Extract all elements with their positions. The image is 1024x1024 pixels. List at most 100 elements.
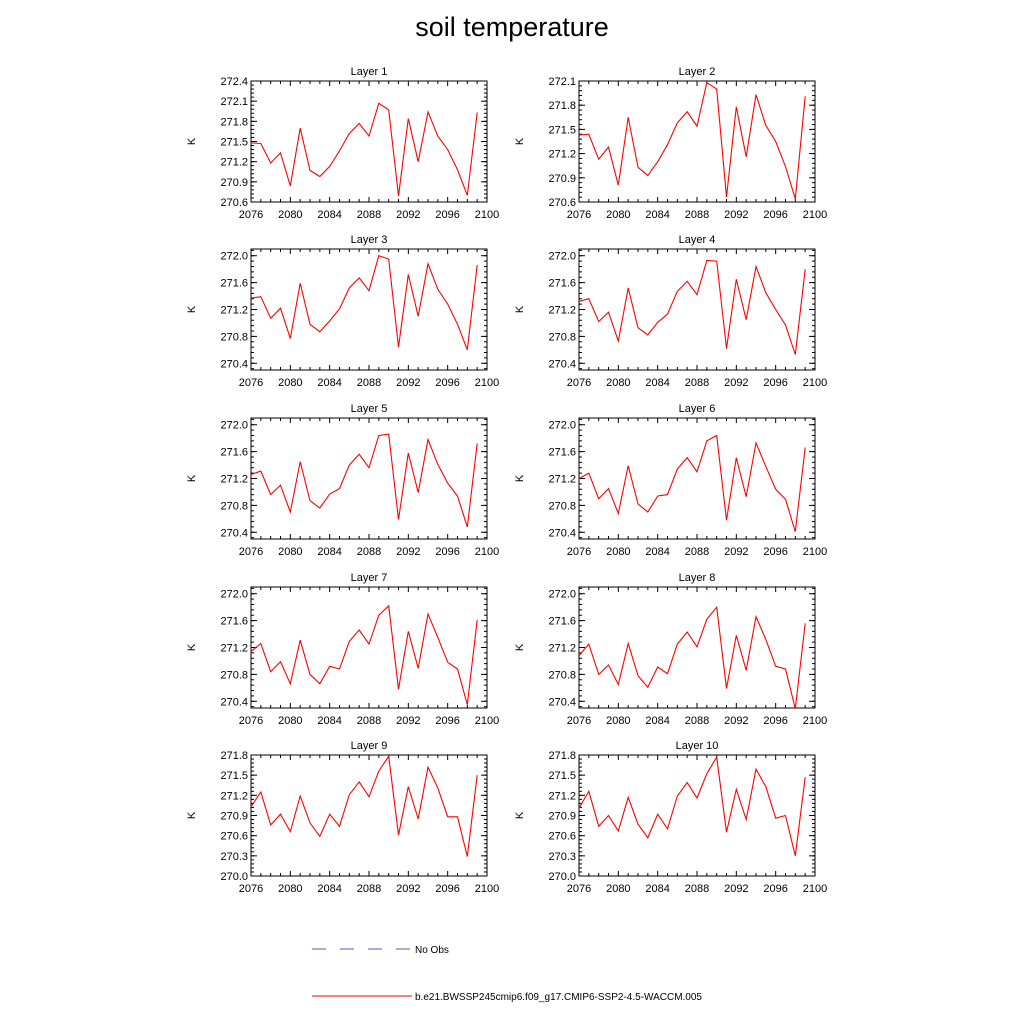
x-tick-label: 2084 bbox=[317, 377, 341, 389]
plot-frame bbox=[578, 417, 816, 540]
panel-layer-7: Layer 7 K 2076 2080 2084 2088 2092 2096 2100 270.… bbox=[186, 572, 499, 727]
y-tick-label: 271.2 bbox=[220, 474, 248, 486]
x-tick-label: 2080 bbox=[278, 377, 302, 389]
plot-frame bbox=[250, 586, 488, 709]
x-tick-label: 2084 bbox=[645, 377, 669, 389]
x-tick-label: 2076 bbox=[239, 715, 263, 727]
x-tick-label: 2100 bbox=[475, 377, 499, 389]
x-tick-label: 2096 bbox=[763, 546, 787, 558]
plot-frame bbox=[250, 80, 488, 203]
panel-layer-6: Layer 6 K 2076 2080 2084 2088 2092 2096 2100 270.… bbox=[514, 403, 827, 558]
x-tick-label: 2080 bbox=[606, 377, 630, 389]
x-tick-label: 2088 bbox=[357, 883, 381, 895]
x-tick-label: 2076 bbox=[567, 546, 591, 558]
x-tick-label: 2100 bbox=[803, 883, 827, 895]
x-tick-label: 2080 bbox=[606, 715, 630, 727]
panel-layer-2: Layer 2 K 2076 2080 2084 2088 2092 2096 2100 270.… bbox=[514, 66, 827, 221]
y-tick-label: 270.4 bbox=[220, 527, 248, 539]
y-tick-label: 271.5 bbox=[548, 770, 576, 782]
x-tick-label: 2096 bbox=[763, 883, 787, 895]
y-tick-label: 271.8 bbox=[220, 750, 248, 762]
panel-layer-5: Layer 5 K 2076 2080 2084 2088 2092 2096 2100 270.… bbox=[186, 403, 499, 558]
x-tick-label: 2088 bbox=[357, 377, 381, 389]
series-line bbox=[250, 102, 478, 197]
x-tick-label: 2084 bbox=[645, 883, 669, 895]
x-tick-label: 2076 bbox=[239, 377, 263, 389]
y-tick-label: 270.3 bbox=[220, 851, 248, 863]
x-tick-label: 2096 bbox=[763, 377, 787, 389]
x-tick-label: 2092 bbox=[724, 209, 748, 221]
x-tick-label: 2076 bbox=[567, 883, 591, 895]
y-axis-label: K bbox=[186, 305, 198, 313]
y-tick-label: 271.2 bbox=[548, 790, 576, 802]
y-tick-label: 272.0 bbox=[220, 251, 248, 263]
y-tick-label: 270.8 bbox=[220, 500, 248, 512]
x-tick-label: 2084 bbox=[645, 546, 669, 558]
x-tick-label: 2088 bbox=[685, 715, 709, 727]
series-line bbox=[578, 755, 806, 856]
y-tick-label: 272.1 bbox=[548, 76, 576, 88]
y-tick-label: 272.1 bbox=[220, 96, 248, 108]
plot-frame bbox=[578, 80, 816, 203]
y-tick-label: 271.2 bbox=[220, 643, 248, 655]
x-tick-label: 2100 bbox=[475, 546, 499, 558]
x-tick-label: 2092 bbox=[396, 209, 420, 221]
x-tick-label: 2088 bbox=[357, 209, 381, 221]
panel-layer-8: Layer 8 K 2076 2080 2084 2088 2092 2096 2100 270.… bbox=[514, 572, 827, 727]
y-tick-label: 272.0 bbox=[220, 420, 248, 432]
y-tick-label: 271.2 bbox=[220, 157, 248, 169]
legend-model-label: b.e21.BWSSP245cmip6.f09_g17.CMIP6-SSP2-4… bbox=[415, 992, 702, 1003]
x-tick-label: 2076 bbox=[567, 209, 591, 221]
y-tick-label: 270.8 bbox=[548, 500, 576, 512]
plot-frame bbox=[250, 248, 488, 371]
x-tick-label: 2080 bbox=[278, 715, 302, 727]
x-tick-label: 2096 bbox=[435, 883, 459, 895]
panel-title: Layer 8 bbox=[679, 572, 716, 584]
x-tick-label: 2076 bbox=[239, 546, 263, 558]
x-tick-label: 2088 bbox=[685, 883, 709, 895]
x-tick-label: 2080 bbox=[278, 546, 302, 558]
x-tick-label: 2076 bbox=[239, 209, 263, 221]
x-tick-label: 2084 bbox=[645, 715, 669, 727]
x-tick-label: 2100 bbox=[475, 883, 499, 895]
x-tick-label: 2100 bbox=[475, 209, 499, 221]
y-tick-label: 271.5 bbox=[548, 124, 576, 136]
x-tick-label: 2088 bbox=[357, 715, 381, 727]
x-tick-label: 2100 bbox=[803, 546, 827, 558]
panel-title: Layer 5 bbox=[351, 403, 388, 415]
y-tick-label: 270.0 bbox=[548, 871, 576, 883]
plot-frame bbox=[578, 248, 816, 371]
x-tick-label: 2100 bbox=[475, 715, 499, 727]
x-tick-label: 2080 bbox=[606, 546, 630, 558]
series-line bbox=[578, 259, 806, 355]
y-tick-label: 271.6 bbox=[220, 616, 248, 628]
panel-title: Layer 4 bbox=[679, 234, 716, 246]
y-tick-label: 270.0 bbox=[220, 871, 248, 883]
x-tick-label: 2084 bbox=[317, 546, 341, 558]
y-tick-label: 270.4 bbox=[548, 358, 576, 370]
y-tick-label: 270.6 bbox=[548, 831, 576, 843]
x-tick-label: 2092 bbox=[396, 546, 420, 558]
y-tick-label: 271.6 bbox=[548, 447, 576, 459]
x-tick-label: 2092 bbox=[724, 546, 748, 558]
y-tick-label: 271.5 bbox=[220, 137, 248, 149]
x-tick-label: 2084 bbox=[645, 209, 669, 221]
x-tick-label: 2088 bbox=[685, 377, 709, 389]
y-axis-label: K bbox=[514, 137, 526, 145]
series-line bbox=[250, 433, 478, 528]
series-line bbox=[578, 605, 806, 709]
y-tick-label: 271.2 bbox=[548, 474, 576, 486]
series-line bbox=[578, 81, 806, 199]
x-tick-label: 2092 bbox=[396, 377, 420, 389]
y-tick-label: 271.2 bbox=[220, 305, 248, 317]
x-tick-label: 2080 bbox=[606, 209, 630, 221]
x-tick-label: 2092 bbox=[724, 715, 748, 727]
panel-layer-1: Layer 1 K 2076 2080 2084 2088 2092 2096 2100 270.… bbox=[186, 66, 499, 221]
y-tick-label: 270.8 bbox=[220, 669, 248, 681]
legend-obs-label: No Obs bbox=[415, 945, 449, 956]
x-tick-label: 2096 bbox=[763, 715, 787, 727]
y-axis-label: K bbox=[514, 811, 526, 819]
x-tick-label: 2084 bbox=[317, 209, 341, 221]
y-tick-label: 271.6 bbox=[220, 447, 248, 459]
x-tick-label: 2092 bbox=[724, 883, 748, 895]
